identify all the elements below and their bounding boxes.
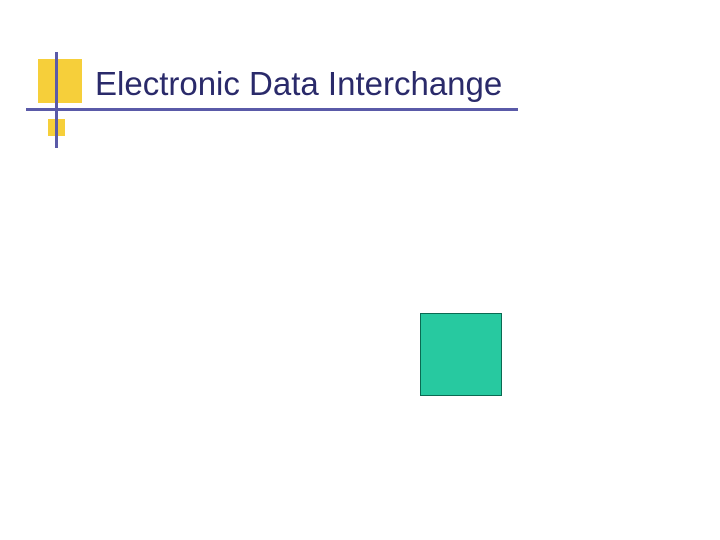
decor-blue-line-vertical: [55, 52, 58, 148]
decor-yellow-square: [38, 59, 82, 103]
slide-title: Electronic Data Interchange: [95, 65, 502, 103]
decor-blue-line-horizontal: [26, 108, 518, 111]
accent-square: [420, 313, 502, 396]
